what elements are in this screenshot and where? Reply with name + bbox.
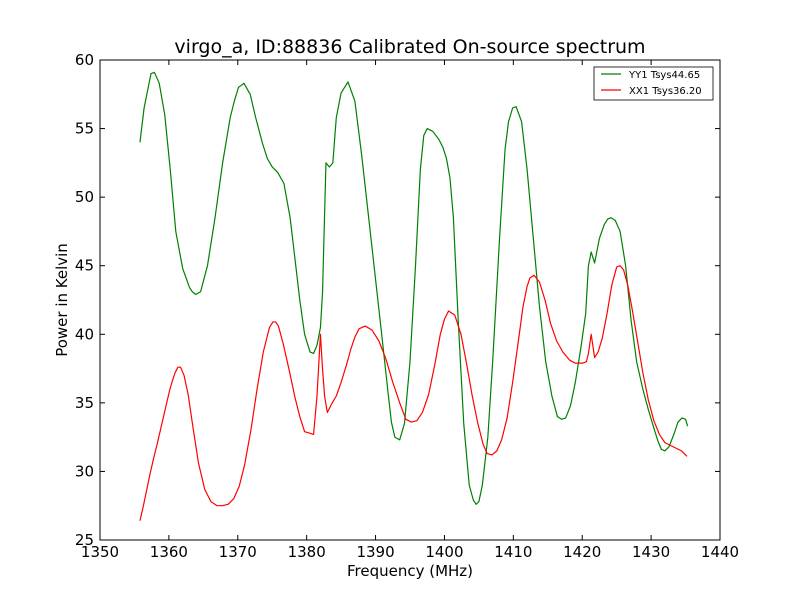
x-tick-label: 1430 [632, 543, 670, 561]
x-tick-labels: 1350 1360 1370 1380 1390 1400 1410 1420 1430 1440 [81, 543, 739, 561]
series-line-yy1 [139, 71, 689, 505]
legend: YY1 Tsys44.65 XX1 Tsys36.20 [593, 66, 714, 101]
legend-box [593, 66, 714, 101]
plot-area [99, 59, 721, 541]
y-tick-labels: 25 30 35 40 45 50 55 60 [75, 51, 94, 549]
x-tick-label: 1370 [219, 543, 257, 561]
y-tick-label: 45 [75, 257, 94, 275]
plot-frame [99, 59, 721, 541]
x-tick-label: 1360 [150, 543, 188, 561]
x-tick-label: 1410 [494, 543, 532, 561]
series-line-xx1 [139, 265, 688, 521]
y-tick-label: 25 [75, 531, 94, 549]
y-tick-label: 30 [75, 462, 94, 480]
legend-label-yy1: YY1 Tsys44.65 [628, 70, 700, 81]
x-axis-label: Frequency (MHz) [347, 562, 473, 580]
x-tick-label: 1350 [81, 543, 119, 561]
y-tick-label: 55 [75, 120, 94, 138]
series-layer [139, 71, 689, 521]
y-tick-label: 40 [75, 325, 94, 343]
y-tick-label: 35 [75, 394, 94, 412]
plot-background [100, 60, 720, 540]
chart-title: virgo_a, ID:88836 Calibrated On-source s… [174, 36, 645, 58]
legend-label-xx1: XX1 Tsys36.20 [629, 86, 702, 97]
x-tick-label: 1400 [425, 543, 463, 561]
x-tick-label: 1380 [288, 543, 326, 561]
x-tick-label: 1420 [563, 543, 601, 561]
y-tick-label: 50 [75, 188, 94, 206]
x-tick-label: 1390 [356, 543, 394, 561]
y-axis-label: Power in Kelvin [53, 243, 71, 357]
x-tick-label: 1440 [701, 543, 739, 561]
y-tick-label: 60 [75, 51, 94, 69]
